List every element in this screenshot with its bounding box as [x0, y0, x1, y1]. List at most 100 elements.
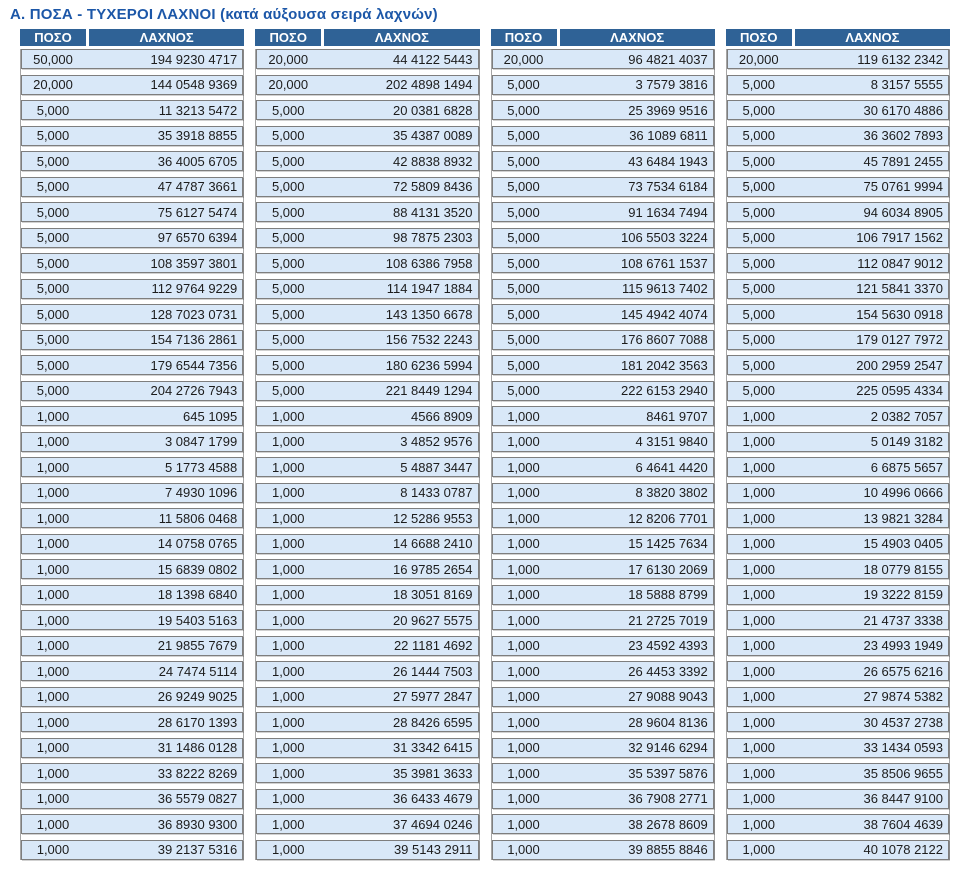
prize-amount: 1,000 — [742, 536, 776, 551]
prize-amount: 1,000 — [271, 587, 305, 602]
prize-row: 5,000 47 4787 3661 — [21, 176, 244, 197]
ticket-number: 3 7579 3816 — [635, 77, 708, 92]
ticket-number: 225 0595 4334 — [856, 383, 943, 398]
prize-amount: 1,000 — [742, 765, 776, 781]
prize-amount: 20,000 — [268, 51, 309, 67]
prize-row: 1,000 28 8426 6595 — [256, 712, 479, 732]
ticket-number: 112 0847 9012 — [857, 255, 943, 271]
ticket-number: 181 2042 3563 — [620, 357, 708, 373]
prize-row: 1,000 24 7474 5114 — [21, 661, 244, 681]
prize-amount: 1,000 — [742, 587, 776, 602]
ticket-number: 8 1433 0787 — [400, 485, 473, 500]
prize-amount: 1,000 — [271, 536, 305, 551]
ticket-number: 156 7532 2243 — [385, 332, 473, 347]
ticket-number: 44 4122 5443 — [392, 51, 473, 67]
prize-amount: 5,000 — [271, 128, 305, 143]
prize-row: 5,000 91 1634 7494 — [491, 202, 714, 222]
prize-row: 1,000 4 3151 9840 — [491, 431, 714, 452]
prize-amount: 5,000 — [742, 306, 776, 322]
prize-row: 1,000 28 9604 8136 — [491, 712, 714, 732]
prize-amount: 5,000 — [742, 281, 776, 296]
prize-amount: 1,000 — [742, 740, 776, 755]
ticket-number: 20 0381 6828 — [392, 102, 473, 118]
prize-row: 5,000 72 5809 8436 — [256, 176, 479, 197]
ticket-number: 32 9146 6294 — [628, 740, 708, 755]
ticket-number: 200 2959 2547 — [856, 357, 943, 373]
prize-amount: 5,000 — [507, 77, 540, 92]
ticket-number: 13 9821 3284 — [863, 510, 943, 526]
prize-row: 1,000 5 4887 3447 — [256, 457, 479, 477]
prize-amount: 1,000 — [507, 714, 540, 730]
prize-amount: 1,000 — [36, 510, 70, 526]
ticket-number: 128 7023 0731 — [150, 306, 238, 322]
ticket-number: 26 6575 6216 — [863, 663, 943, 679]
prize-amount: 1,000 — [36, 561, 70, 577]
prize-amount: 50,000 — [33, 51, 73, 67]
prize-amount: 1,000 — [271, 663, 305, 679]
prize-row: 1,000 32 9146 6294 — [491, 737, 714, 758]
prize-table: ΠΟΣΟ ΛΑΧΝΟΣ 50,000 194 9230 4717 20,000 … — [20, 29, 950, 860]
prize-row: 1,000 18 5888 8799 — [491, 584, 714, 605]
ticket-number: 42 8838 8932 — [392, 153, 473, 169]
prize-row: 1,000 5 1773 4588 — [21, 457, 244, 477]
prize-row: 5,000 154 5630 0918 — [726, 304, 949, 324]
ticket-number: 7 4930 1096 — [164, 485, 238, 500]
prize-amount: 5,000 — [271, 153, 305, 169]
prize-row: 5,000 36 1089 6811 — [491, 125, 714, 146]
ticket-number: 5 4887 3447 — [400, 459, 473, 475]
prize-amount: 1,000 — [36, 434, 70, 449]
prize-amount: 1,000 — [507, 536, 540, 551]
ticket-number: 8 3820 3802 — [635, 485, 708, 500]
prize-amount: 1,000 — [271, 791, 305, 806]
prize-row: 1,000 5 0149 3182 — [726, 431, 949, 452]
prize-row: 1,000 26 4453 3392 — [491, 661, 714, 681]
prize-row: 1,000 14 6688 2410 — [256, 533, 479, 554]
ticket-number: 28 6170 1393 — [157, 714, 238, 730]
lottery-results-page: Α. ΠΟΣΑ - ΤΥΧΕΡΟΙ ΛΑΧΝΟΙ (κατά αύξουσα σ… — [0, 6, 968, 871]
prize-amount: 1,000 — [742, 791, 776, 806]
prize-row: 1,000 21 2725 7019 — [491, 610, 714, 630]
prize-amount: 1,000 — [507, 638, 540, 653]
prize-row: 1,000 23 4993 1949 — [726, 635, 949, 656]
prize-amount: 5,000 — [507, 332, 540, 347]
prize-row: 1,000 36 7908 2771 — [491, 788, 714, 809]
prize-row: 1,000 35 3981 3633 — [256, 763, 479, 783]
ticket-number: 21 2725 7019 — [628, 612, 708, 628]
prize-row: 20,000 202 4898 1494 — [256, 74, 479, 95]
prize-row: 1,000 22 1181 4692 — [256, 635, 479, 656]
ticket-number: 26 9249 9025 — [157, 689, 238, 704]
ticket-number: 40 1078 2122 — [863, 842, 943, 857]
prize-row: 1,000 2 0382 7057 — [726, 406, 949, 426]
ticket-number: 31 1486 0128 — [157, 740, 238, 755]
prize-amount: 5,000 — [742, 332, 776, 347]
ticket-number: 21 9855 7679 — [157, 638, 238, 653]
ticket-number: 202 4898 1494 — [385, 77, 473, 92]
ticket-number: 37 4694 0246 — [392, 816, 473, 832]
prize-row: 1,000 16 9785 2654 — [256, 559, 479, 579]
ticket-number: 3 0847 1799 — [164, 434, 238, 449]
ticket-number: 36 7908 2771 — [628, 791, 708, 806]
prize-row: 5,000 180 6236 5994 — [256, 355, 479, 375]
prize-amount: 1,000 — [271, 510, 305, 526]
prize-amount: 1,000 — [742, 816, 776, 832]
prize-amount: 1,000 — [742, 434, 776, 449]
ticket-number: 88 4131 3520 — [392, 204, 473, 220]
prize-amount: 1,000 — [507, 816, 540, 832]
prize-amount: 1,000 — [742, 408, 776, 424]
prize-row: 50,000 194 9230 4717 — [21, 49, 244, 69]
prize-amount: 1,000 — [271, 740, 305, 755]
prize-amount: 5,000 — [36, 357, 70, 373]
ticket-number: 180 6236 5994 — [385, 357, 473, 373]
prize-amount: 5,000 — [36, 255, 70, 271]
ticket-number: 73 7534 6184 — [628, 179, 708, 194]
prize-row: 5,000 98 7875 2303 — [256, 227, 479, 248]
prize-amount: 1,000 — [36, 791, 70, 806]
prize-row: 1,000 31 1486 0128 — [21, 737, 244, 758]
prize-row: 5,000 3 7579 3816 — [491, 74, 714, 95]
ticket-number: 14 6688 2410 — [392, 536, 473, 551]
prize-column-group-1: ΠΟΣΟ ΛΑΧΝΟΣ 50,000 194 9230 4717 20,000 … — [20, 29, 245, 860]
prize-amount: 5,000 — [271, 383, 305, 398]
ticket-number: 176 8607 7088 — [620, 332, 708, 347]
prize-row: 1,000 33 1434 0593 — [726, 737, 949, 758]
prize-amount: 5,000 — [271, 179, 305, 194]
